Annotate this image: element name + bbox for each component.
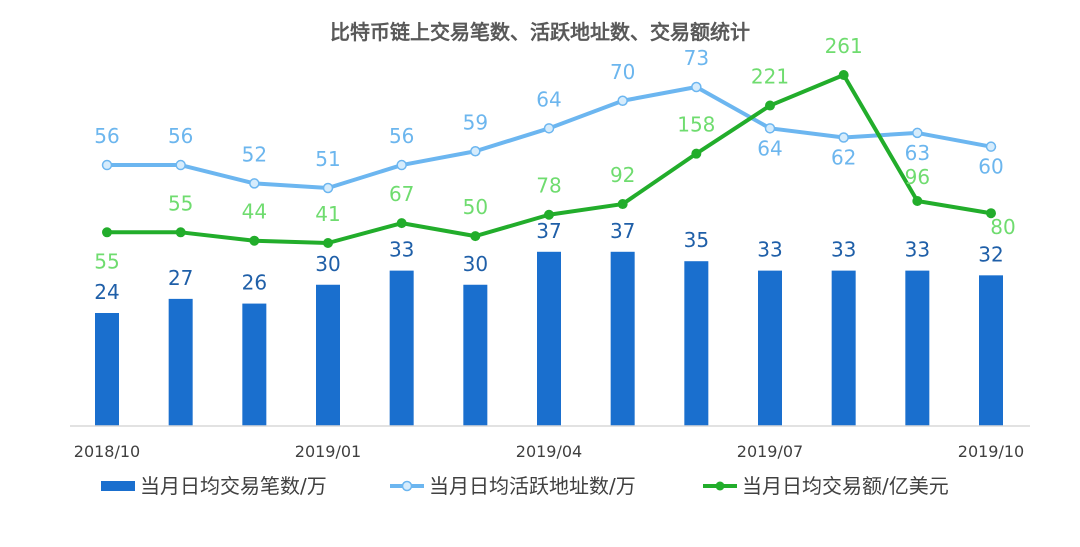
bar xyxy=(95,313,119,426)
bar-data-label: 30 xyxy=(463,252,488,276)
transaction-amount-point xyxy=(912,196,923,206)
transaction-amount-point xyxy=(617,199,628,210)
active-address-point xyxy=(838,132,849,143)
bar xyxy=(168,298,193,426)
bar-data-label: 32 xyxy=(978,242,1003,266)
active-address-data-label: 70 xyxy=(610,60,635,84)
transaction-amount-data-label: 50 xyxy=(463,195,488,219)
active-address-data-label: 73 xyxy=(684,46,709,70)
transaction-amount-point xyxy=(986,208,996,219)
active-address-data-label: 51 xyxy=(315,147,340,171)
bar-data-labels: 24 27 26 30 33 30 37 37 35 33 33 33 32 xyxy=(94,219,1003,304)
bar-data-label: 33 xyxy=(831,238,856,262)
bar-data-label: 37 xyxy=(610,219,635,243)
chart-title: 比特币链上交易笔数、活跃地址数、交易额统计 xyxy=(330,20,750,44)
active-address-point xyxy=(543,123,555,134)
legend-active-label: 当月日均活跃地址数/万 xyxy=(429,474,636,498)
bar-data-label: 35 xyxy=(684,228,709,252)
x-tick-label: 2019/04 xyxy=(516,442,582,461)
active-address-point xyxy=(470,146,481,157)
transaction-amount-data-label: 55 xyxy=(168,191,193,215)
x-tick-label: 2019/10 xyxy=(958,442,1024,461)
bar xyxy=(979,275,1003,426)
active-address-point xyxy=(617,95,628,107)
active-address-data-label: 60 xyxy=(978,155,1003,179)
transaction-amount-point xyxy=(470,231,481,242)
active-address-point xyxy=(322,182,334,194)
transaction-amount-data-label: 67 xyxy=(389,182,414,206)
active-address-point xyxy=(985,141,997,152)
bar-series xyxy=(95,251,1003,426)
active-address-point xyxy=(912,127,923,139)
legend-amount-label: 当月日均交易额/亿美元 xyxy=(742,474,949,498)
bar xyxy=(242,303,267,426)
bar xyxy=(537,251,561,426)
transaction-amount-data-label: 80 xyxy=(990,215,1015,239)
transaction-amount-point xyxy=(175,227,186,238)
bar xyxy=(463,284,488,426)
bar-data-label: 27 xyxy=(168,266,193,290)
active-address-data-label: 56 xyxy=(94,124,119,148)
bar-data-label: 33 xyxy=(757,238,782,262)
bar-data-label: 33 xyxy=(905,238,930,262)
bar xyxy=(758,270,782,426)
bar-data-label: 26 xyxy=(242,271,267,295)
active-address-point xyxy=(396,159,407,171)
transaction-amount-point xyxy=(249,235,260,246)
active-address-data-label: 63 xyxy=(905,141,930,165)
legend-bar-label: 当月日均交易笔数/万 xyxy=(140,474,327,498)
bar xyxy=(905,270,930,426)
transaction-amount-point xyxy=(838,70,849,80)
active-address-data-label: 59 xyxy=(463,110,488,134)
transaction-amount-data-label: 261 xyxy=(825,34,863,58)
bar xyxy=(831,270,856,426)
transaction-amount-point xyxy=(544,209,554,220)
active-address-point xyxy=(101,159,113,171)
legend-bar-swatch xyxy=(101,481,135,491)
transaction-amount-data-label: 96 xyxy=(905,165,930,189)
x-tick-label: 2019/07 xyxy=(737,442,803,461)
transaction-amount-point xyxy=(765,100,775,111)
transaction-amount-data-label: 55 xyxy=(94,249,119,273)
bar-data-label: 33 xyxy=(389,238,414,262)
transaction-amount-data-label: 92 xyxy=(610,163,635,187)
legend-amount-marker xyxy=(715,481,725,491)
x-axis-ticks: 2018/10 2019/01 2019/04 2019/07 2019/10 xyxy=(74,442,1024,461)
transaction-amount-point xyxy=(396,218,407,229)
active-address-data-label: 64 xyxy=(757,136,782,160)
active-address-point xyxy=(764,123,776,134)
bar xyxy=(316,284,340,426)
transaction-amount-data-label: 41 xyxy=(315,202,340,226)
active-address-data-label: 56 xyxy=(389,124,414,148)
active-address-point xyxy=(175,159,186,171)
line-series xyxy=(101,70,997,248)
bar-data-label: 24 xyxy=(94,280,119,304)
x-tick-label: 2018/10 xyxy=(74,442,140,461)
bar-data-label: 30 xyxy=(315,252,340,276)
transaction-amount-data-label: 44 xyxy=(242,200,267,224)
transaction-amount-data-label: 158 xyxy=(677,113,715,137)
transaction-amount-data-label: 78 xyxy=(536,174,561,198)
active-address-data-label: 56 xyxy=(168,124,193,148)
x-tick-label: 2019/01 xyxy=(295,442,361,461)
active-address-data-label: 52 xyxy=(242,142,267,166)
active-address-data-label: 62 xyxy=(831,146,856,170)
legend-active-marker xyxy=(401,480,413,492)
bar-data-label: 37 xyxy=(536,219,561,243)
active-address-point xyxy=(691,81,702,93)
transaction-amount-point xyxy=(691,148,702,159)
transaction-amount-point xyxy=(323,238,333,248)
transaction-amount-data-label: 221 xyxy=(751,65,789,89)
bar xyxy=(684,261,709,426)
active-address-point xyxy=(249,178,260,189)
bar xyxy=(610,251,635,426)
legend: 当月日均交易笔数/万 当月日均活跃地址数/万 当月日均交易额/亿美元 xyxy=(101,474,949,498)
line-data-labels: 56 56 52 51 56 59 64 70 73 64 62 63 60 55 55 44 41 67 50 78… xyxy=(94,34,1015,273)
active-address-data-label: 64 xyxy=(536,87,561,111)
bar xyxy=(389,270,414,426)
transaction-amount-point xyxy=(102,227,112,238)
